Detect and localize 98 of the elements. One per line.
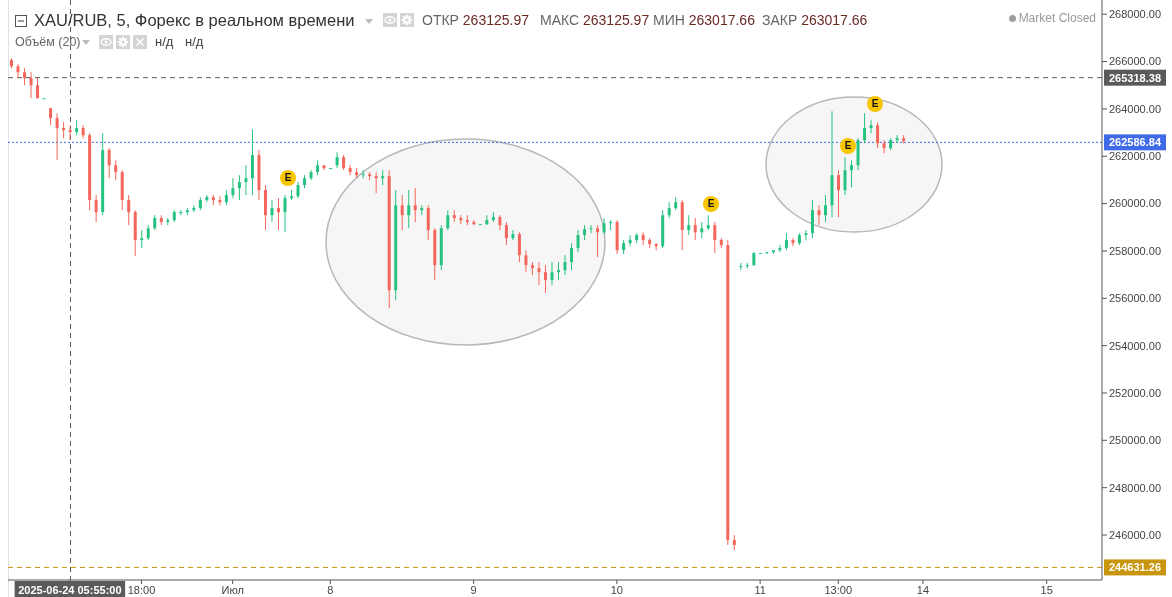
candlestick [869,119,873,134]
ref-line-label: 265318.38 [1109,71,1161,84]
candlestick [218,195,222,206]
candlestick [127,194,131,226]
candlestick [498,214,502,231]
candlestick [837,169,841,218]
candlestick [81,124,85,139]
x-tick-label: 11 [754,584,766,596]
annotation: E [703,196,719,212]
candlestick [524,249,528,273]
candlestick [107,147,111,179]
candlestick [55,112,59,161]
candlestick [511,229,515,241]
y-tick-label: 268000.00 [1109,8,1161,21]
text: XAU/RUB, 5, Форекс в реальном времени [34,11,355,30]
annotation: E [867,96,883,112]
candlestick [850,159,854,188]
annotation: МАКС 263125.97 [540,12,650,28]
candlestick [596,224,600,258]
candlestick [335,151,339,169]
y-tick-label: 260000.00 [1109,197,1161,210]
x-tick-label: 15 [1040,584,1053,596]
candlestick [804,229,808,241]
candlestick [817,204,821,226]
annotation: E [280,170,296,186]
candlestick [504,221,508,246]
x-tick-label: 18:00 [127,584,156,596]
annotation: н/д [155,34,174,50]
candlestick [231,177,235,199]
candlestick [589,224,593,234]
candlestick [765,251,769,255]
x-tick-label: Июл [221,584,244,596]
candlestick [413,187,417,223]
candlestick [576,229,580,253]
candlestick [270,199,274,223]
candlestick [563,254,567,276]
candlestick [68,124,72,141]
ref-line-label: 244631.26 [1109,561,1161,574]
candlestick [426,204,430,241]
candlestick [550,261,554,286]
candlestick [895,134,899,144]
annotation: МИН 263017.66 [653,12,755,28]
annotation: Market Closed [1018,11,1096,26]
candlestick [244,164,248,196]
x-tick-label: 14 [916,584,930,596]
candlestick [250,128,254,196]
annotation: E [840,138,856,154]
y-tick-label: 250000.00 [1109,434,1161,447]
candlestick [843,156,847,196]
candlestick [446,209,450,231]
ref-line-label: 262586.84 [1109,136,1162,149]
y-tick-label: 252000.00 [1109,386,1161,399]
candlestick [205,194,209,203]
annotation: н/д [185,34,204,50]
candlestick [687,214,691,236]
candlestick [882,139,886,154]
y-tick-label: 246000.00 [1109,528,1161,541]
candlestick [283,194,287,233]
candlestick [823,194,827,223]
x-tick-label: 13:00 [824,584,853,596]
candlestick [543,264,547,294]
candlestick [29,71,33,99]
x-tick-label: 8 [327,584,334,596]
candlestick [94,194,98,223]
candlestick [693,217,697,241]
y-tick-label: 258000.00 [1109,244,1161,257]
y-tick-label: 254000.00 [1109,339,1161,352]
y-tick-label: 262000.00 [1109,150,1161,163]
candlestick [400,194,404,231]
candlestick [778,244,782,253]
candlestick [237,174,241,201]
annotation: ОТКР 263125.97 [422,12,530,28]
x-tick-label: 10 [610,584,623,596]
candlestick [517,231,521,263]
x-tick-label: 9 [470,584,477,596]
candlestick [348,164,352,176]
y-tick-label: 266000.00 [1109,55,1161,68]
annotation: ЗАКР 263017.66 [762,12,868,28]
y-tick-label: 248000.00 [1109,481,1161,494]
candlestick [863,112,867,144]
y-tick-label: 264000.00 [1109,102,1161,115]
candlestick [876,121,880,149]
y-tick-label: 256000.00 [1109,292,1161,305]
candlestick [407,189,411,229]
candlestick [537,261,541,286]
candlestick [570,242,574,271]
annotation: Объём (20) [15,34,81,50]
candlestick [361,169,365,179]
candlestick [114,159,118,181]
candlestick [791,237,795,247]
candlestick [810,199,814,239]
candlestick [713,221,717,254]
candlestick [485,214,489,226]
candlestick [16,63,20,79]
x-tick-label: 2025-06-24 05:55:00 [18,584,122,596]
candlestick [628,234,632,247]
candlestick [276,197,280,231]
candlestick [374,171,378,194]
